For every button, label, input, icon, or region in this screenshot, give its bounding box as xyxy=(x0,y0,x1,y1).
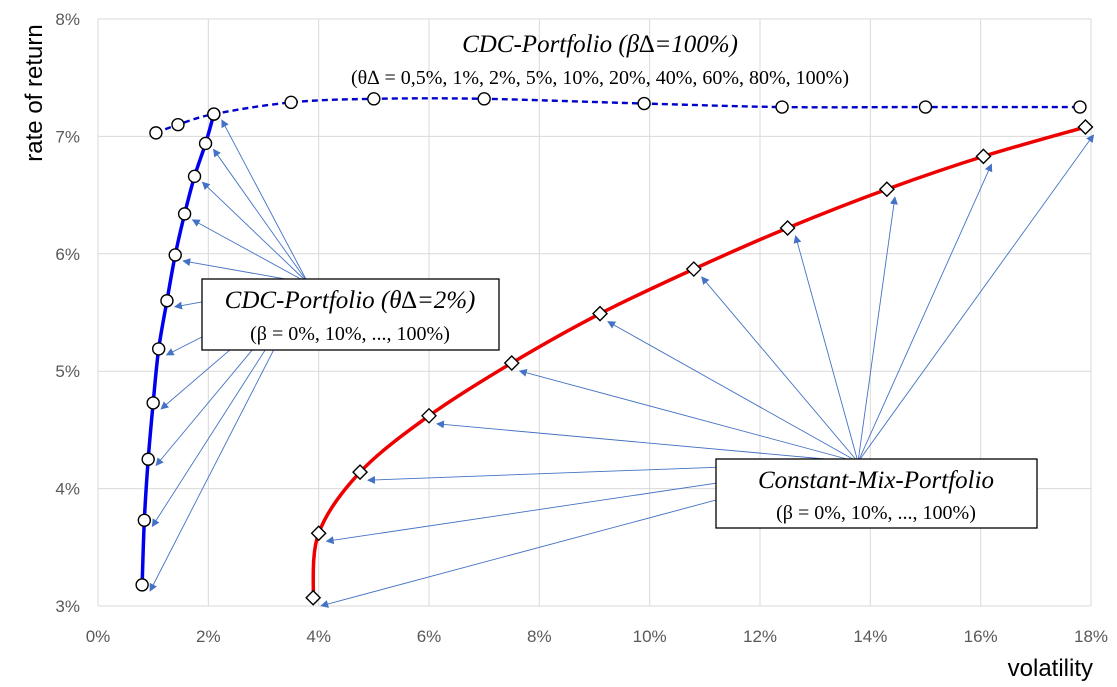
series-2-point xyxy=(878,181,895,198)
y-axis-title: rate of return xyxy=(21,24,48,161)
series-1-point xyxy=(477,92,491,106)
annotation-arrow xyxy=(221,119,309,284)
x-axis-tick-labels: 0% 2% 4% 6% 8% 10% 12% 14% 16% 18% xyxy=(86,627,1108,646)
x-axis-title: volatility xyxy=(1008,655,1093,682)
annotation-constant-mix-title: Constant-Mix-Portfolio xyxy=(758,467,994,494)
series-2-point xyxy=(975,148,992,165)
x-tick-label: 8% xyxy=(527,627,552,646)
series-2-point xyxy=(421,407,437,424)
series-1-point xyxy=(171,117,185,132)
annotation-arrow xyxy=(518,368,859,463)
x-tick-label: 18% xyxy=(1074,627,1108,646)
y-tick-label: 3% xyxy=(55,597,80,616)
x-tick-label: 16% xyxy=(964,627,998,646)
annotation-arrow xyxy=(857,196,898,463)
annotation-constant-mix-box xyxy=(715,458,1038,529)
y-tick-label: 5% xyxy=(55,362,80,381)
series-markers xyxy=(135,92,1094,606)
annotation-arrow xyxy=(793,235,859,463)
series-2-point xyxy=(352,464,369,481)
series-1-point xyxy=(637,96,651,111)
annotation-arrow xyxy=(607,321,859,463)
gridlines xyxy=(97,18,1092,607)
series-2-point xyxy=(779,219,796,236)
series-2-point xyxy=(592,305,609,322)
series-2-point xyxy=(685,261,702,278)
series-0-point xyxy=(177,207,192,221)
annotation-cdc-beta-subtitle: (θ∆ = 0,5%, 1%, 2%, 5%, 10%, 20%, 40%, 6… xyxy=(351,67,849,89)
series-0-point xyxy=(135,578,149,592)
y-tick-label: 4% xyxy=(55,480,80,499)
annotation-cdc-theta-box xyxy=(201,278,500,351)
annotation-arrow xyxy=(436,420,859,463)
series-0-point xyxy=(168,248,182,262)
annotation-cdc-theta-title: CDC-Portfolio (θ∆=2%) xyxy=(225,287,476,314)
series-1-point xyxy=(149,126,163,140)
annotation-cdc-theta-subtitle: (β = 0%, 10%, ..., 100%) xyxy=(250,323,450,345)
series-1-point xyxy=(284,95,298,110)
y-tick-label: 8% xyxy=(55,10,80,29)
annotation-arrows xyxy=(149,119,1095,608)
annotation-arrow xyxy=(212,148,309,284)
x-tick-label: 2% xyxy=(196,627,221,646)
series-0-point xyxy=(146,396,160,410)
series-1-point xyxy=(207,107,221,121)
y-tick-label: 7% xyxy=(55,127,80,146)
annotation-arrow xyxy=(857,134,1095,463)
series-0-point xyxy=(137,513,152,527)
annotation-cdc-beta-title: CDC-Portfolio (β∆=100%) xyxy=(462,31,738,58)
series-2-point xyxy=(1077,119,1094,135)
annotation-cdc-beta: CDC-Portfolio (β∆=100%) (θ∆ = 0,5%, 1%, … xyxy=(351,31,849,89)
x-tick-label: 0% xyxy=(86,627,111,646)
annotation-cdc-theta: CDC-Portfolio (θ∆=2%) (β = 0%, 10%, ...,… xyxy=(201,278,500,351)
y-tick-label: 6% xyxy=(55,245,80,264)
series-2-point xyxy=(310,525,327,542)
annotation-constant-mix-subtitle: (β = 0%, 10%, ..., 100%) xyxy=(776,502,976,524)
annotation-constant-mix: Constant-Mix-Portfolio (β = 0%, 10%, ...… xyxy=(715,458,1038,529)
x-tick-label: 12% xyxy=(743,627,777,646)
series-0-point xyxy=(198,136,213,151)
y-axis-tick-labels: 3% 4% 5% 6% 7% 8% xyxy=(55,10,80,616)
annotation-arrow xyxy=(701,276,859,463)
series-1-point xyxy=(1073,100,1087,114)
x-tick-label: 4% xyxy=(306,627,331,646)
series-0-point xyxy=(151,342,166,356)
series-1-point xyxy=(367,92,381,106)
series-0-point xyxy=(141,452,155,466)
x-tick-label: 6% xyxy=(417,627,442,646)
x-tick-label: 10% xyxy=(633,627,667,646)
series-1-point xyxy=(918,100,933,114)
series-1-point xyxy=(775,100,789,114)
annotation-arrow xyxy=(201,181,309,284)
x-tick-label: 14% xyxy=(853,627,887,646)
annotation-arrow xyxy=(857,163,993,463)
series-0-point xyxy=(160,294,174,308)
series-2-point xyxy=(503,354,520,371)
series-2-point xyxy=(305,589,322,606)
series-0-point xyxy=(187,169,202,184)
annotation-arrow xyxy=(191,219,309,284)
